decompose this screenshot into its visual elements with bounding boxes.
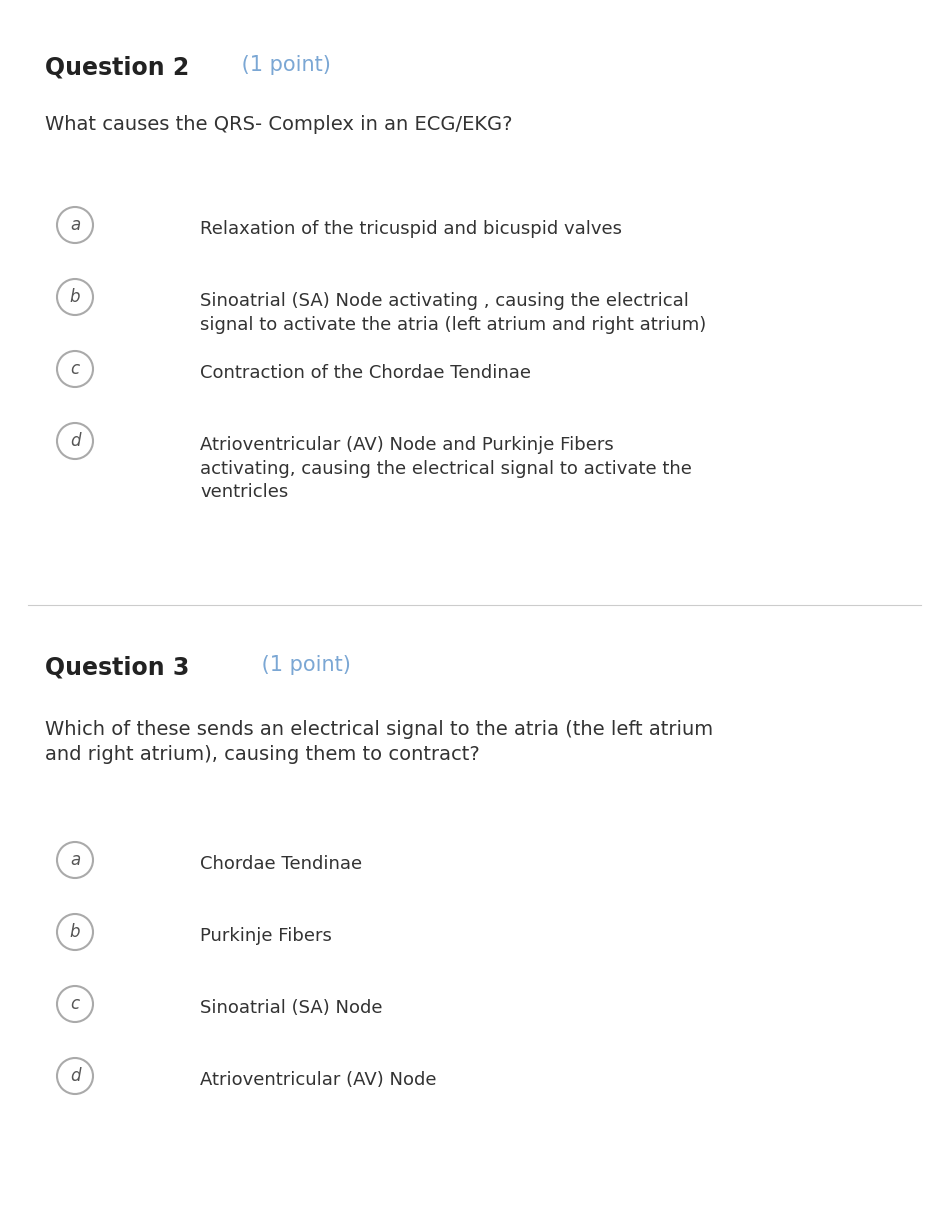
Text: Atrioventricular (AV) Node and Purkinje Fibers
activating, causing the electrica: Atrioventricular (AV) Node and Purkinje …	[200, 436, 692, 501]
Text: Chordae Tendinae: Chordae Tendinae	[200, 855, 363, 873]
Text: d: d	[69, 433, 81, 450]
Text: b: b	[69, 923, 81, 941]
Text: Purkinje Fibers: Purkinje Fibers	[200, 927, 332, 945]
Text: c: c	[70, 995, 80, 1013]
Text: Which of these sends an electrical signal to the atria (the left atrium
and righ: Which of these sends an electrical signa…	[45, 720, 713, 764]
Text: Sinoatrial (SA) Node: Sinoatrial (SA) Node	[200, 1000, 382, 1017]
Text: b: b	[69, 288, 81, 306]
Text: Contraction of the Chordae Tendinae: Contraction of the Chordae Tendinae	[200, 364, 531, 382]
Text: Relaxation of the tricuspid and bicuspid valves: Relaxation of the tricuspid and bicuspid…	[200, 220, 622, 238]
Text: Atrioventricular (AV) Node: Atrioventricular (AV) Node	[200, 1070, 437, 1089]
Text: d: d	[69, 1067, 81, 1085]
Text: Sinoatrial (SA) Node activating , causing the electrical
signal to activate the : Sinoatrial (SA) Node activating , causin…	[200, 292, 706, 334]
Text: a: a	[70, 216, 80, 233]
Text: a: a	[70, 851, 80, 869]
Text: (1 point): (1 point)	[255, 655, 351, 675]
Text: Question 2: Question 2	[45, 55, 189, 79]
Text: What causes the QRS- Complex in an ECG/EKG?: What causes the QRS- Complex in an ECG/E…	[45, 115, 512, 134]
Text: (1 point): (1 point)	[235, 55, 331, 75]
Text: c: c	[70, 360, 80, 378]
Text: Question 3: Question 3	[45, 655, 190, 679]
